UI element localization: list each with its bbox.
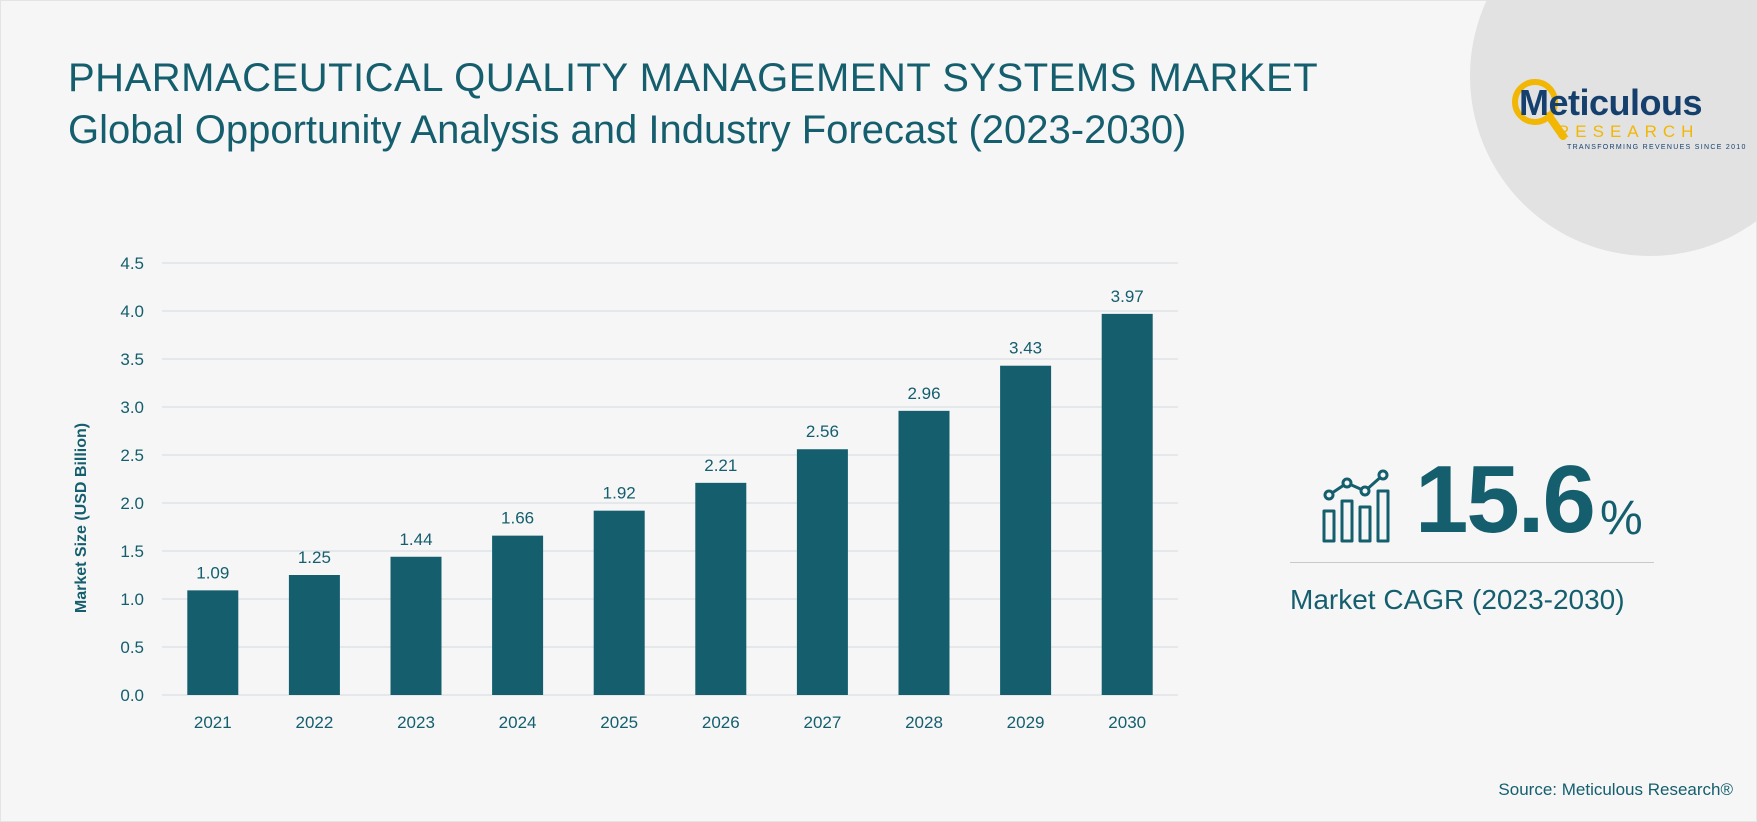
y-tick-label: 3.0 [120, 398, 144, 417]
bar [390, 556, 442, 695]
data-label: 2.96 [907, 384, 940, 403]
cagr-percent-sign: % [1600, 492, 1643, 545]
meticulous-research-logo: Meticulous RESEARCH TRANSFORMING REVENUE… [1505, 70, 1745, 160]
source-note: Source: Meticulous Research® [1498, 780, 1733, 799]
y-tick-label: 3.5 [120, 350, 144, 369]
cagr-label: Market CAGR (2023-2030) [1290, 584, 1625, 615]
chart-subtitle: Global Opportunity Analysis and Industry… [68, 108, 1187, 152]
bar [898, 410, 950, 695]
bar [796, 449, 848, 695]
y-tick-label: 4.0 [120, 302, 144, 321]
data-label: 3.43 [1009, 339, 1042, 358]
bar [1101, 313, 1153, 695]
y-tick-label: 2.5 [120, 446, 144, 465]
x-tick-label: 2029 [1007, 713, 1045, 732]
x-tick-label: 2026 [702, 713, 740, 732]
data-label: 1.44 [399, 530, 432, 549]
x-tick-label: 2028 [905, 713, 943, 732]
data-label: 2.56 [806, 422, 839, 441]
chart-title: PHARMACEUTICAL QUALITY MANAGEMENT SYSTEM… [68, 56, 1319, 100]
data-label: 1.09 [196, 563, 229, 582]
x-tick-label: 2024 [499, 713, 537, 732]
bar [695, 482, 747, 695]
bar [492, 535, 544, 695]
magnifier-icon [1512, 79, 1567, 140]
bar [593, 510, 645, 695]
x-tick-label: 2030 [1108, 713, 1146, 732]
logo-tagline: TRANSFORMING REVENUES SINCE 2010 [1567, 144, 1747, 151]
x-tick-label: 2021 [194, 713, 232, 732]
data-label: 1.92 [603, 484, 636, 503]
logo-research-word: RESEARCH [1557, 122, 1700, 141]
y-tick-label: 2.0 [120, 494, 144, 513]
x-tick-label: 2022 [295, 713, 333, 732]
growth-chart-icon [1322, 469, 1390, 543]
data-label: 1.66 [501, 509, 534, 528]
y-axis-label: Market Size (USD Billion) [73, 422, 90, 614]
cagr-divider [1290, 562, 1654, 563]
y-tick-label: 0.5 [120, 638, 144, 657]
x-tick-label: 2025 [600, 713, 638, 732]
y-tick-label: 1.5 [120, 542, 144, 561]
x-tick-label: 2027 [803, 713, 841, 732]
x-tick-label: 2023 [397, 713, 435, 732]
bar [187, 590, 239, 695]
y-tick-label: 4.5 [120, 254, 144, 273]
y-tick-label: 0.0 [120, 686, 144, 705]
data-label: 1.25 [298, 548, 331, 567]
cagr-value: 15.6 [1415, 446, 1596, 553]
logo-name: Meticulous [1519, 82, 1703, 123]
bar [288, 575, 340, 695]
bar [1000, 365, 1052, 695]
y-tick-label: 1.0 [120, 590, 144, 609]
data-label: 3.97 [1111, 287, 1144, 306]
data-label: 2.21 [704, 456, 737, 475]
